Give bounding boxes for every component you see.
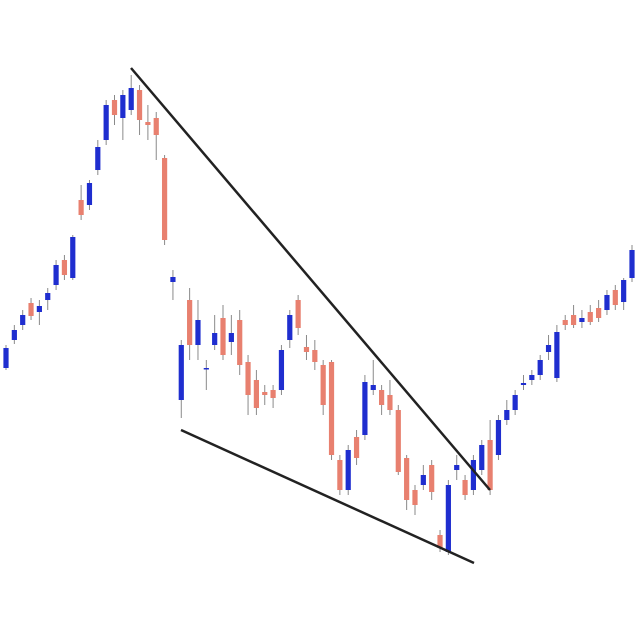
candle-body — [61, 260, 68, 275]
candle-body — [36, 306, 42, 312]
candle-body — [136, 90, 143, 120]
candle-body — [328, 362, 335, 455]
candle-body — [504, 410, 510, 420]
candle-body — [128, 88, 134, 110]
candle-body — [320, 365, 326, 405]
candle-body — [178, 345, 184, 400]
candle-body — [520, 383, 527, 385]
candle-body — [53, 265, 59, 285]
candle-body — [454, 465, 460, 470]
candle-body — [145, 122, 151, 125]
candle-body — [395, 410, 401, 472]
candle-body — [245, 362, 251, 395]
candle-body — [387, 395, 393, 410]
candle-body — [270, 390, 276, 398]
candle-body — [596, 308, 602, 318]
candle-body — [278, 350, 285, 390]
candle-body — [195, 320, 201, 345]
candle-body — [262, 392, 268, 395]
candle-body — [95, 147, 101, 170]
candle-body — [537, 360, 543, 375]
candle-body — [353, 437, 360, 458]
candle-body — [70, 237, 76, 278]
candle-body — [45, 293, 51, 300]
candle-body — [512, 395, 518, 410]
candle-body — [86, 183, 93, 205]
candle-body — [28, 303, 34, 316]
candle-body — [420, 475, 426, 485]
candle-body — [362, 382, 368, 435]
candles — [3, 75, 635, 555]
candle-body — [303, 347, 310, 352]
candle-body — [228, 333, 234, 342]
candle-body — [562, 320, 568, 325]
candle-body — [312, 350, 318, 362]
candle-body — [237, 320, 243, 365]
candle-body — [3, 348, 9, 368]
candle-body — [612, 290, 618, 305]
candle-body — [78, 200, 84, 215]
candle-body — [587, 312, 593, 322]
candle-body — [529, 375, 535, 380]
candle-body — [621, 280, 627, 302]
upper-trend-line — [130, 67, 491, 491]
candle-body — [379, 390, 385, 405]
candle-body — [287, 315, 293, 340]
candle-body — [103, 105, 109, 140]
candle-body — [120, 95, 126, 118]
candle-body — [545, 345, 552, 352]
candle-body — [170, 277, 176, 282]
candle-body — [187, 300, 193, 345]
candle-body — [153, 118, 159, 135]
candle-body — [203, 368, 209, 370]
candle-body — [370, 385, 376, 390]
candle-body — [579, 318, 585, 322]
candle-body — [412, 490, 418, 505]
candle-body — [629, 250, 635, 278]
candle-body — [462, 480, 468, 495]
candle-body — [470, 460, 477, 490]
candle-body — [604, 295, 610, 310]
candle-body — [570, 315, 577, 325]
candle-body — [429, 465, 435, 492]
candle-body — [161, 158, 168, 240]
candle-body — [337, 460, 343, 490]
candle-body — [487, 440, 493, 490]
candle-body — [495, 420, 502, 455]
candle-body — [253, 380, 259, 408]
candle-body — [345, 450, 351, 490]
candle-body — [437, 535, 443, 548]
candle-body — [220, 318, 226, 355]
candle-body — [554, 332, 560, 378]
candle-body — [445, 485, 451, 552]
candle-body — [20, 315, 26, 325]
candle-body — [404, 458, 410, 500]
candle-body — [479, 445, 485, 470]
candle-body — [111, 100, 118, 115]
candle-body — [295, 300, 301, 328]
candle-body — [212, 333, 218, 345]
candle-body — [11, 330, 17, 340]
lower-trend-line — [180, 428, 475, 565]
